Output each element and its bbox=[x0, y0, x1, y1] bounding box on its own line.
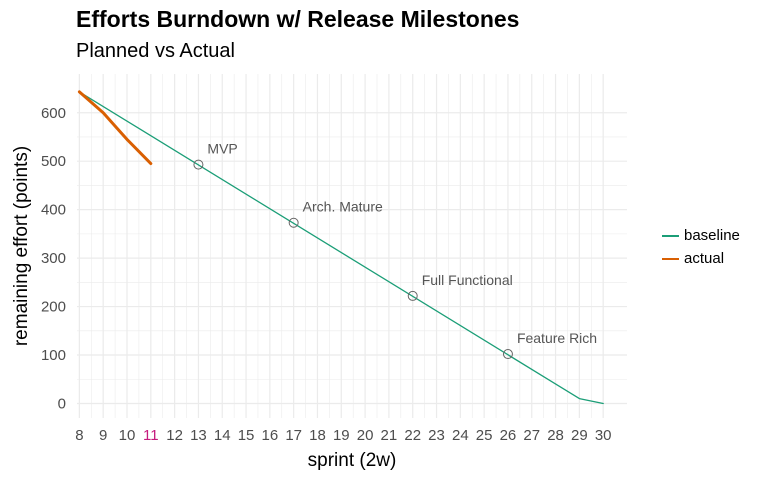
x-tick-label: 29 bbox=[571, 427, 588, 444]
milestone-label: Full Functional bbox=[422, 272, 513, 288]
milestone-marker bbox=[407, 290, 418, 301]
chart-subtitle: Planned vs Actual bbox=[76, 40, 235, 62]
legend-swatch-actual bbox=[662, 257, 679, 260]
legend: baseline actual bbox=[662, 224, 740, 270]
legend-item-baseline: baseline bbox=[662, 224, 740, 247]
x-tick-label: 20 bbox=[357, 427, 374, 444]
x-tick-label: 25 bbox=[476, 427, 493, 444]
x-tick-label: 10 bbox=[119, 427, 136, 444]
x-axis-title: sprint (2w) bbox=[308, 450, 397, 471]
y-tick-label: 0 bbox=[58, 395, 66, 412]
milestone-label: Feature Rich bbox=[517, 330, 597, 346]
x-tick-label: 19 bbox=[333, 427, 350, 444]
x-tick-label: 9 bbox=[99, 427, 107, 444]
y-tick-label: 300 bbox=[41, 250, 66, 267]
y-tick-label: 400 bbox=[41, 202, 66, 219]
x-tick-label: 28 bbox=[547, 427, 564, 444]
x-tick-label: 17 bbox=[285, 427, 302, 444]
x-tick-label: 21 bbox=[381, 427, 398, 444]
x-tick-label: 27 bbox=[523, 427, 540, 444]
y-tick-label: 600 bbox=[41, 105, 66, 122]
chart-title: Efforts Burndown w/ Release Milestones bbox=[76, 6, 520, 32]
x-tick-label: 12 bbox=[166, 427, 183, 444]
milestone-marker bbox=[288, 217, 299, 228]
y-tick-label: 500 bbox=[41, 153, 66, 170]
x-tick-label: 8 bbox=[75, 427, 83, 444]
y-axis-title: remaining effort (points) bbox=[11, 146, 32, 346]
x-tick-label: 15 bbox=[238, 427, 255, 444]
milestone-label: MVP bbox=[207, 141, 237, 157]
milestone-marker bbox=[193, 159, 204, 170]
x-tick-label: 16 bbox=[262, 427, 279, 444]
x-tick-label: 26 bbox=[500, 427, 517, 444]
series-line-actual bbox=[77, 90, 153, 166]
x-tick-label: 14 bbox=[214, 427, 231, 444]
legend-item-actual: actual bbox=[662, 247, 740, 270]
x-tick-label: 13 bbox=[190, 427, 207, 444]
y-tick-label: 200 bbox=[41, 299, 66, 316]
milestone-marker bbox=[502, 349, 513, 360]
series-line-baseline bbox=[78, 91, 604, 405]
legend-swatch-baseline bbox=[662, 234, 679, 237]
x-tick-label: 18 bbox=[309, 427, 326, 444]
y-tick-label: 100 bbox=[41, 347, 66, 364]
milestone-label: Arch. Mature bbox=[303, 199, 383, 215]
legend-label-baseline: baseline bbox=[684, 227, 740, 244]
x-tick-label: 11 bbox=[143, 427, 159, 444]
x-tick-label: 24 bbox=[452, 427, 469, 444]
x-tick-label: 30 bbox=[595, 427, 612, 444]
x-tick-label: 22 bbox=[404, 427, 421, 444]
x-tick-label: 23 bbox=[428, 427, 445, 444]
legend-label-actual: actual bbox=[684, 250, 725, 267]
